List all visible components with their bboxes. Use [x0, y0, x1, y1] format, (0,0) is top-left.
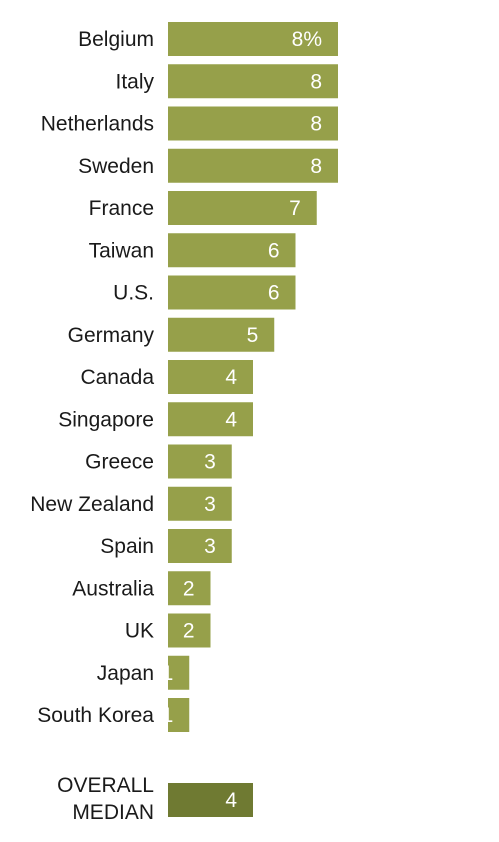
category-label-australia: Australia	[72, 577, 154, 600]
bar-u-s	[168, 275, 296, 310]
bar-netherlands	[168, 106, 338, 141]
category-label-spain: Spain	[100, 535, 154, 558]
category-label-belgium: Belgium	[78, 28, 154, 51]
bar-italy	[168, 64, 338, 99]
labels-layer: Belgium 8% Italy 8 Netherlands 8 Sweden 8 France…	[30, 28, 322, 824]
value-label-italy: 8	[310, 70, 322, 93]
value-label-netherlands: 8	[310, 113, 322, 136]
bar-overall-median	[168, 783, 253, 817]
value-label-singapore: 4	[225, 408, 237, 431]
value-label-spain: 3	[204, 535, 216, 558]
category-label-netherlands: Netherlands	[41, 113, 154, 136]
category-label-taiwan: Taiwan	[89, 239, 154, 262]
value-label-overall-median: 4	[225, 789, 237, 812]
summary-label-line-1: OVERALL	[57, 774, 154, 797]
value-label-france: 7	[289, 197, 301, 220]
value-label-canada: 4	[225, 366, 237, 389]
value-label-sweden: 8	[310, 155, 322, 178]
bar-south-korea	[168, 698, 190, 732]
category-label-italy: Italy	[115, 70, 154, 93]
category-label-france: France	[89, 197, 154, 220]
category-label-uk: UK	[125, 620, 154, 643]
category-label-u-s: U.S.	[113, 282, 154, 305]
value-label-south-korea: 1	[162, 704, 174, 727]
value-label-u-s: 6	[268, 282, 280, 305]
value-label-belgium: 8%	[292, 28, 322, 51]
bar-japan	[168, 655, 190, 690]
bar-greece	[168, 444, 232, 479]
category-label-sweden: Sweden	[78, 155, 154, 178]
value-label-greece: 3	[204, 451, 216, 474]
bar-germany	[168, 317, 275, 352]
bar-sweden	[168, 148, 338, 183]
bars-layer	[168, 22, 338, 817]
value-label-japan: 1	[162, 662, 174, 685]
bar-uk	[168, 613, 211, 648]
bar-singapore	[168, 402, 253, 437]
value-label-australia: 2	[183, 577, 195, 600]
summary-label-line-2: MEDIAN	[72, 801, 154, 824]
category-label-germany: Germany	[68, 324, 155, 347]
category-label-singapore: Singapore	[58, 408, 154, 431]
bar-australia	[168, 571, 211, 606]
category-label-greece: Greece	[85, 451, 154, 474]
bar-new-zealand	[168, 486, 232, 521]
bar-taiwan	[168, 233, 296, 268]
bar-canada	[168, 360, 253, 394]
bar-france	[168, 191, 317, 225]
category-label-south-korea: South Korea	[37, 704, 154, 727]
value-label-germany: 5	[247, 324, 259, 347]
bar-belgium	[168, 22, 338, 56]
category-label-canada: Canada	[80, 366, 154, 389]
bar-spain	[168, 529, 232, 563]
value-label-new-zealand: 3	[204, 493, 216, 516]
category-label-japan: Japan	[97, 662, 154, 685]
value-label-taiwan: 6	[268, 239, 280, 262]
category-label-new-zealand: New Zealand	[30, 493, 154, 516]
value-label-uk: 2	[183, 620, 195, 643]
